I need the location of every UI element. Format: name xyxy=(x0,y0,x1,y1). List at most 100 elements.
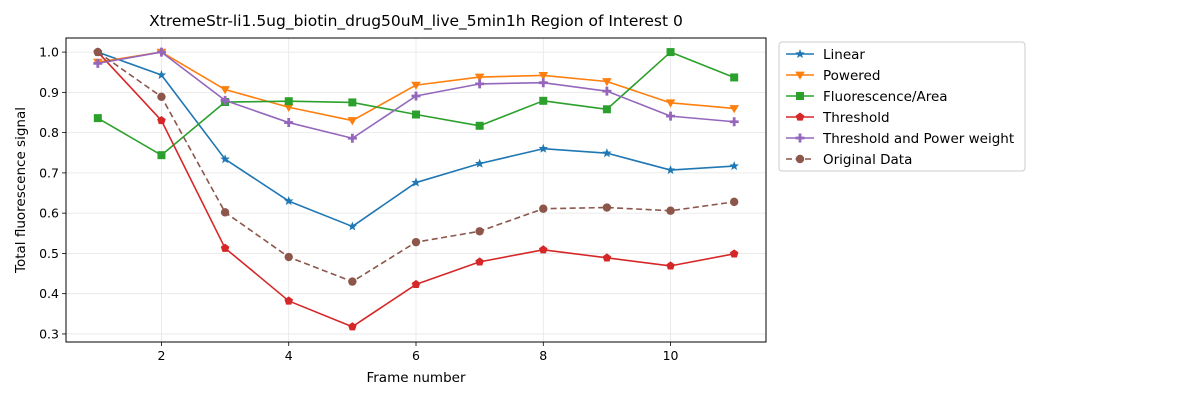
data-point xyxy=(411,81,421,90)
data-point xyxy=(220,243,230,252)
legend-items: Linear Powered Fluorescence/Area Threshold T… xyxy=(786,47,1014,168)
data-point xyxy=(284,296,294,305)
data-point xyxy=(602,86,612,96)
axes: 2 4 6 8 10 0.3 0.4 0.5 0.6 0.7 0.8 0.9 1.0 xyxy=(39,45,678,363)
series-fluorescence-area xyxy=(93,48,739,160)
legend-marker xyxy=(795,49,805,59)
legend-marker xyxy=(795,112,805,121)
data-point xyxy=(602,148,612,158)
data-point xyxy=(538,72,549,81)
data-point xyxy=(93,47,103,57)
legend-label: Linear xyxy=(823,47,865,63)
data-point xyxy=(666,206,675,215)
data-point xyxy=(729,117,739,127)
data-point xyxy=(348,98,357,107)
data-point xyxy=(475,257,484,266)
data-point xyxy=(602,78,612,87)
legend-label: Threshold xyxy=(822,110,890,126)
data-point xyxy=(412,110,420,119)
x-tick-label: 8 xyxy=(539,348,547,363)
y-tick-label: 0.8 xyxy=(39,125,59,140)
legend-frame xyxy=(778,41,1026,172)
data-point xyxy=(666,261,675,270)
data-point xyxy=(730,73,739,82)
data-point xyxy=(157,92,166,101)
data-point xyxy=(729,197,739,207)
data-point xyxy=(602,203,612,212)
legend-marker xyxy=(796,92,804,100)
y-tick-label: 0.6 xyxy=(39,206,59,221)
legend-item-threshold: Threshold xyxy=(786,110,890,126)
legend: Linear Powered Fluorescence/Area Threshold T… xyxy=(778,41,1026,172)
data-point xyxy=(729,105,739,114)
legend-label: Original Data xyxy=(823,152,912,168)
series-layer xyxy=(93,47,739,331)
data-point xyxy=(348,322,357,331)
data-point xyxy=(539,204,548,213)
data-point xyxy=(474,158,485,168)
series-original-data xyxy=(93,47,739,286)
data-point xyxy=(539,96,548,105)
data-point xyxy=(475,79,485,89)
data-point xyxy=(666,48,675,57)
y-tick-label: 0.7 xyxy=(39,165,59,180)
legend-item-fluorescence-area: Fluorescence/Area xyxy=(786,89,948,105)
legend-label: Threshold and Power weight xyxy=(822,131,1014,147)
series-linear xyxy=(93,47,739,231)
data-point xyxy=(475,227,484,236)
data-point xyxy=(220,86,230,95)
data-point xyxy=(602,253,612,262)
data-point xyxy=(283,196,294,206)
legend-label: Fluorescence/Area xyxy=(823,89,948,105)
data-point xyxy=(665,99,676,108)
data-point xyxy=(538,143,549,153)
data-point xyxy=(157,116,166,125)
data-point xyxy=(729,249,739,258)
legend-marker xyxy=(795,154,805,164)
data-point xyxy=(729,161,739,171)
data-point xyxy=(411,279,421,289)
data-point xyxy=(666,111,676,121)
y-axis-label: Total fluorescence signal xyxy=(13,107,29,274)
legend-marker xyxy=(795,133,805,143)
data-point xyxy=(347,221,358,231)
legend-item-threshold-and-power-weight: Threshold and Power weight xyxy=(786,131,1014,147)
data-point xyxy=(220,154,230,164)
y-tick-label: 0.9 xyxy=(39,85,59,100)
data-point xyxy=(220,208,230,217)
data-point xyxy=(347,117,358,126)
data-point xyxy=(156,70,167,80)
data-point xyxy=(93,58,103,68)
legend-item-original-data: Original Data xyxy=(786,152,912,168)
series-threshold-and-power-weight xyxy=(93,47,739,143)
data-point xyxy=(157,151,166,160)
data-point xyxy=(475,121,484,130)
data-point xyxy=(93,114,102,123)
grid-lines xyxy=(66,38,766,342)
data-point xyxy=(347,133,357,143)
x-tick-label: 2 xyxy=(157,348,165,363)
data-point xyxy=(411,91,421,101)
legend-item-powered: Powered xyxy=(786,68,880,84)
data-point xyxy=(411,177,421,187)
y-tick-label: 1.0 xyxy=(39,45,59,60)
data-point xyxy=(284,252,293,262)
x-tick-label: 6 xyxy=(412,348,420,363)
x-tick-label: 10 xyxy=(663,348,679,363)
data-point xyxy=(284,118,294,128)
legend-marker xyxy=(795,71,805,80)
data-point xyxy=(220,95,230,105)
y-tick-label: 0.4 xyxy=(39,286,59,301)
y-tick-label: 0.3 xyxy=(39,326,59,341)
data-point xyxy=(538,78,548,88)
data-point xyxy=(348,277,357,286)
chart-title: XtremeStr-li1.5ug_biotin_drug50uM_live_5… xyxy=(149,12,683,31)
data-point xyxy=(156,47,166,57)
x-tick-label: 4 xyxy=(285,348,293,363)
data-point xyxy=(602,105,611,114)
legend-label: Powered xyxy=(823,68,880,84)
data-point xyxy=(411,237,421,247)
data-point xyxy=(284,97,293,106)
